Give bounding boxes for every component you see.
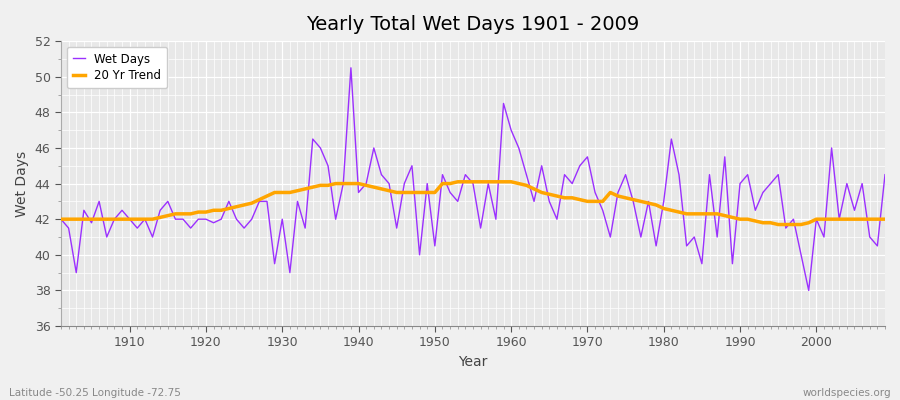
Wet Days bbox=[284, 270, 295, 275]
Wet Days bbox=[346, 66, 356, 70]
Text: worldspecies.org: worldspecies.org bbox=[803, 388, 891, 398]
Text: Latitude -50.25 Longitude -72.75: Latitude -50.25 Longitude -72.75 bbox=[9, 388, 181, 398]
20 Yr Trend bbox=[773, 222, 784, 227]
20 Yr Trend bbox=[117, 217, 128, 222]
Legend: Wet Days, 20 Yr Trend: Wet Days, 20 Yr Trend bbox=[67, 47, 166, 88]
20 Yr Trend bbox=[605, 190, 616, 195]
Wet Days bbox=[117, 208, 128, 213]
20 Yr Trend bbox=[513, 181, 524, 186]
Wet Days bbox=[330, 217, 341, 222]
20 Yr Trend bbox=[453, 179, 464, 184]
Wet Days bbox=[605, 234, 616, 239]
Title: Yearly Total Wet Days 1901 - 2009: Yearly Total Wet Days 1901 - 2009 bbox=[306, 15, 640, 34]
Y-axis label: Wet Days: Wet Days bbox=[15, 150, 29, 217]
20 Yr Trend bbox=[284, 190, 295, 195]
Wet Days bbox=[506, 128, 517, 132]
Wet Days bbox=[804, 288, 814, 293]
Wet Days bbox=[879, 172, 890, 177]
Wet Days bbox=[513, 146, 524, 150]
20 Yr Trend bbox=[56, 217, 67, 222]
Wet Days bbox=[56, 217, 67, 222]
Line: 20 Yr Trend: 20 Yr Trend bbox=[61, 182, 885, 224]
X-axis label: Year: Year bbox=[458, 355, 488, 369]
Line: Wet Days: Wet Days bbox=[61, 68, 885, 290]
20 Yr Trend bbox=[879, 217, 890, 222]
20 Yr Trend bbox=[506, 179, 517, 184]
20 Yr Trend bbox=[330, 181, 341, 186]
